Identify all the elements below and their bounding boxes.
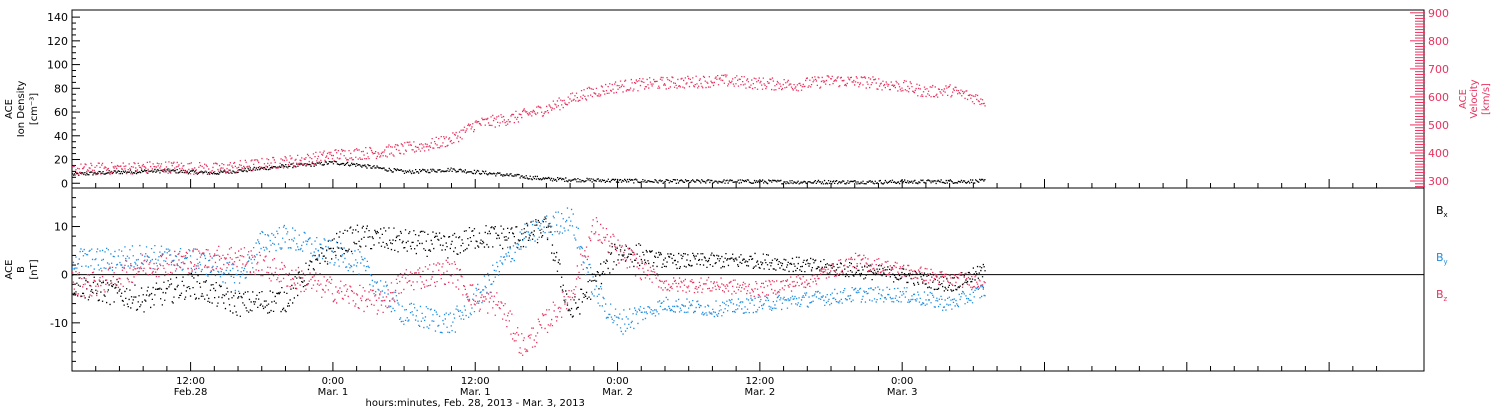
top-left-tick-label: 140 xyxy=(47,11,68,24)
time-tick-label: 0:00 xyxy=(891,376,913,387)
bottom-legend: Bx By Bz xyxy=(1436,204,1448,303)
top-ylabel-right-line2: Velocity xyxy=(1469,79,1480,118)
top-ylabel-left-line1: ACE xyxy=(4,99,15,119)
top-left-tick-label: 40 xyxy=(54,130,68,143)
date-tick-label: Mar. 3 xyxy=(887,387,918,398)
top-panel-frame xyxy=(71,9,1425,189)
top-right-tick-label: 700 xyxy=(1428,63,1449,76)
top-data-points xyxy=(72,74,986,185)
top-left-tick-label: 80 xyxy=(54,82,68,95)
top-right-tick-label: 900 xyxy=(1428,7,1449,20)
top-right-tick-label: 600 xyxy=(1428,91,1449,104)
bottom-data-points xyxy=(72,207,986,356)
top-ylabel-right-line1: ACE xyxy=(1458,89,1469,109)
bottom-ylabel-line1: ACE xyxy=(4,260,15,280)
date-tick-label: Feb.28 xyxy=(174,387,208,398)
time-tick-label: 12:00 xyxy=(461,376,490,387)
bottom-ylabel-line2: B xyxy=(16,266,27,273)
legend-by: By xyxy=(1436,251,1448,266)
bottom-left-tick-label: 0 xyxy=(61,269,68,282)
bottom-left-tick-label: 10 xyxy=(54,221,68,234)
top-right-axis: 300 400 500 600 700 800 900 xyxy=(1410,7,1449,188)
legend-subscript: x xyxy=(1444,211,1448,219)
top-left-axis: 0 20 40 60 80 100 120 140 xyxy=(47,11,80,190)
time-tick-label: 0:00 xyxy=(606,376,628,387)
top-left-tick-label: 0 xyxy=(61,177,68,190)
date-tick-label: Mar. 1 xyxy=(460,387,491,398)
top-right-tick-label: 300 xyxy=(1428,175,1449,188)
top-left-tick-label: 100 xyxy=(47,59,68,72)
legend-subscript: y xyxy=(1444,258,1448,266)
top-left-tick-label: 20 xyxy=(54,154,68,167)
ion-density-points xyxy=(72,160,986,185)
bx-points xyxy=(72,216,986,318)
top-ylabel-right-line3: [km/s] xyxy=(1481,83,1492,115)
bottom-panel: -10 0 10 Bx By Bz ACE B [nT] xyxy=(4,187,1448,372)
top-right-tick-label: 500 xyxy=(1428,119,1449,132)
bottom-left-axis: -10 0 10 xyxy=(50,197,80,362)
date-tick-label: Mar. 1 xyxy=(318,387,349,398)
legend-bz: Bz xyxy=(1436,288,1448,303)
top-left-tick-label: 120 xyxy=(47,35,68,48)
velocity-points xyxy=(72,74,986,176)
top-ylabel-left-line3: [cm⁻³] xyxy=(29,93,40,125)
x-axis-label: hours:minutes, Feb. 28, 2013 - Mar. 3, 2… xyxy=(366,398,585,409)
time-tick-label: 12:00 xyxy=(745,376,774,387)
time-tick-label: 12:00 xyxy=(176,376,205,387)
top-left-tick-label: 60 xyxy=(54,106,68,119)
date-tick-label: Mar. 2 xyxy=(602,387,633,398)
top-ylabel-left-line2: Ion Density xyxy=(16,81,27,138)
bottom-ylabel-line3: [nT] xyxy=(29,259,40,279)
bottom-left-tick-label: -10 xyxy=(50,317,68,330)
date-tick-label: Mar. 2 xyxy=(745,387,776,398)
bottom-panel-frame xyxy=(71,187,1425,372)
top-right-tick-label: 400 xyxy=(1428,147,1449,160)
time-tick-label: 0:00 xyxy=(322,376,344,387)
top-right-tick-label: 800 xyxy=(1428,35,1449,48)
legend-subscript: z xyxy=(1444,295,1448,303)
legend-bx: Bx xyxy=(1436,204,1448,219)
top-panel: 0 20 40 60 80 100 120 140 300 400 500 600 700 800 900… xyxy=(4,7,1492,190)
